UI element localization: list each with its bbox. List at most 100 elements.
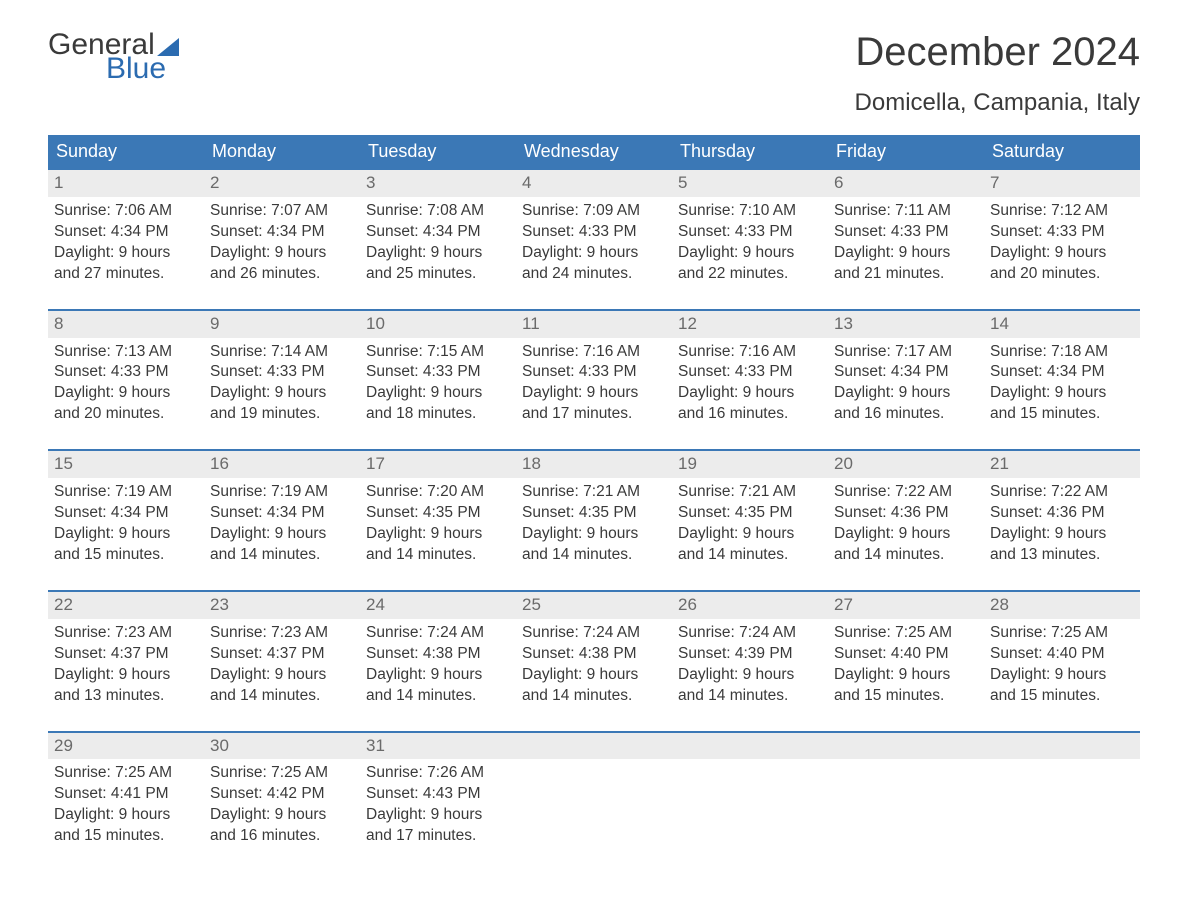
- weekday-header: Sunday Monday Tuesday Wednesday Thursday…: [48, 135, 1140, 168]
- day-number: 13: [828, 311, 984, 338]
- sunrise-text: Sunrise: 7:24 AM: [522, 623, 666, 644]
- sunset-text: Sunset: 4:34 PM: [990, 362, 1134, 383]
- daylight-text: Daylight: 9 hours: [834, 665, 978, 686]
- daylight-text: Daylight: 9 hours: [678, 524, 822, 545]
- sunset-text: Sunset: 4:33 PM: [54, 362, 198, 383]
- calendar-cell: 20Sunrise: 7:22 AMSunset: 4:36 PMDayligh…: [828, 451, 984, 584]
- sunset-text: Sunset: 4:34 PM: [210, 503, 354, 524]
- sunset-text: Sunset: 4:33 PM: [834, 222, 978, 243]
- sunset-text: Sunset: 4:34 PM: [54, 222, 198, 243]
- calendar-cell: 22Sunrise: 7:23 AMSunset: 4:37 PMDayligh…: [48, 592, 204, 725]
- sunrise-text: Sunrise: 7:23 AM: [54, 623, 198, 644]
- month-title: December 2024: [855, 30, 1140, 75]
- sunrise-text: Sunrise: 7:13 AM: [54, 342, 198, 363]
- sunset-text: Sunset: 4:34 PM: [366, 222, 510, 243]
- sunset-text: Sunset: 4:38 PM: [366, 644, 510, 665]
- calendar-cell: 3Sunrise: 7:08 AMSunset: 4:34 PMDaylight…: [360, 170, 516, 303]
- daylight-text: and 16 minutes.: [834, 404, 978, 425]
- calendar-cell: [672, 733, 828, 866]
- sunrise-text: Sunrise: 7:25 AM: [834, 623, 978, 644]
- day-number: 25: [516, 592, 672, 619]
- day-number: [672, 733, 828, 760]
- daylight-text: and 27 minutes.: [54, 264, 198, 285]
- sunset-text: Sunset: 4:36 PM: [990, 503, 1134, 524]
- calendar-cell: 25Sunrise: 7:24 AMSunset: 4:38 PMDayligh…: [516, 592, 672, 725]
- calendar-cell: 29Sunrise: 7:25 AMSunset: 4:41 PMDayligh…: [48, 733, 204, 866]
- calendar-week: 8Sunrise: 7:13 AMSunset: 4:33 PMDaylight…: [48, 309, 1140, 444]
- daylight-text: Daylight: 9 hours: [366, 665, 510, 686]
- day-number: 16: [204, 451, 360, 478]
- daylight-text: and 14 minutes.: [210, 686, 354, 707]
- sunset-text: Sunset: 4:33 PM: [210, 362, 354, 383]
- sunrise-text: Sunrise: 7:22 AM: [990, 482, 1134, 503]
- daylight-text: and 16 minutes.: [210, 826, 354, 847]
- daylight-text: Daylight: 9 hours: [678, 665, 822, 686]
- day-number: 6: [828, 170, 984, 197]
- day-number: 15: [48, 451, 204, 478]
- calendar-cell: 4Sunrise: 7:09 AMSunset: 4:33 PMDaylight…: [516, 170, 672, 303]
- sunrise-text: Sunrise: 7:12 AM: [990, 201, 1134, 222]
- daylight-text: Daylight: 9 hours: [210, 524, 354, 545]
- day-number: 27: [828, 592, 984, 619]
- day-number: 14: [984, 311, 1140, 338]
- day-number: 19: [672, 451, 828, 478]
- daylight-text: and 13 minutes.: [990, 545, 1134, 566]
- day-number: 21: [984, 451, 1140, 478]
- logo-word2: Blue: [106, 54, 179, 84]
- daylight-text: Daylight: 9 hours: [54, 383, 198, 404]
- sunset-text: Sunset: 4:35 PM: [366, 503, 510, 524]
- sunrise-text: Sunrise: 7:26 AM: [366, 763, 510, 784]
- calendar-cell: [984, 733, 1140, 866]
- daylight-text: and 13 minutes.: [54, 686, 198, 707]
- daylight-text: Daylight: 9 hours: [990, 665, 1134, 686]
- sunset-text: Sunset: 4:35 PM: [678, 503, 822, 524]
- sunset-text: Sunset: 4:33 PM: [678, 222, 822, 243]
- sunrise-text: Sunrise: 7:19 AM: [210, 482, 354, 503]
- day-number: 1: [48, 170, 204, 197]
- calendar-week: 29Sunrise: 7:25 AMSunset: 4:41 PMDayligh…: [48, 731, 1140, 866]
- calendar-cell: 1Sunrise: 7:06 AMSunset: 4:34 PMDaylight…: [48, 170, 204, 303]
- sunset-text: Sunset: 4:38 PM: [522, 644, 666, 665]
- daylight-text: and 25 minutes.: [366, 264, 510, 285]
- sunrise-text: Sunrise: 7:20 AM: [366, 482, 510, 503]
- calendar-cell: [828, 733, 984, 866]
- calendar-cell: 13Sunrise: 7:17 AMSunset: 4:34 PMDayligh…: [828, 311, 984, 444]
- sunset-text: Sunset: 4:43 PM: [366, 784, 510, 805]
- sunrise-text: Sunrise: 7:21 AM: [678, 482, 822, 503]
- sunset-text: Sunset: 4:39 PM: [678, 644, 822, 665]
- sunrise-text: Sunrise: 7:23 AM: [210, 623, 354, 644]
- daylight-text: Daylight: 9 hours: [210, 243, 354, 264]
- brand-logo: General Blue: [48, 30, 179, 84]
- daylight-text: Daylight: 9 hours: [210, 665, 354, 686]
- calendar-cell: 27 Sunrise: 7:25 AMSunset: 4:40 PMDayligh…: [828, 592, 984, 725]
- calendar-cell: 26Sunrise: 7:24 AMSunset: 4:39 PMDayligh…: [672, 592, 828, 725]
- daylight-text: and 22 minutes.: [678, 264, 822, 285]
- sunrise-text: Sunrise: 7:18 AM: [990, 342, 1134, 363]
- calendar-cell: 31Sunrise: 7:26 AMSunset: 4:43 PMDayligh…: [360, 733, 516, 866]
- day-number: 20: [828, 451, 984, 478]
- calendar-cell: 28Sunrise: 7:25 AMSunset: 4:40 PMDayligh…: [984, 592, 1140, 725]
- day-number: 8: [48, 311, 204, 338]
- calendar-cell: 24Sunrise: 7:24 AMSunset: 4:38 PMDayligh…: [360, 592, 516, 725]
- sunset-text: Sunset: 4:34 PM: [210, 222, 354, 243]
- day-number: 22: [48, 592, 204, 619]
- daylight-text: and 24 minutes.: [522, 264, 666, 285]
- weekday-label: Thursday: [672, 135, 828, 168]
- day-number: 3: [360, 170, 516, 197]
- sunset-text: Sunset: 4:40 PM: [834, 644, 978, 665]
- calendar-cell: 16 Sunrise: 7:19 AMSunset: 4:34 PMDayligh…: [204, 451, 360, 584]
- sunrise-text: Sunrise: 7:15 AM: [366, 342, 510, 363]
- daylight-text: Daylight: 9 hours: [54, 524, 198, 545]
- weekday-label: Friday: [828, 135, 984, 168]
- calendar-week: 1Sunrise: 7:06 AMSunset: 4:34 PMDaylight…: [48, 168, 1140, 303]
- calendar-cell: 11Sunrise: 7:16 AMSunset: 4:33 PMDayligh…: [516, 311, 672, 444]
- calendar: Sunday Monday Tuesday Wednesday Thursday…: [48, 135, 1140, 865]
- daylight-text: Daylight: 9 hours: [366, 243, 510, 264]
- day-number: 12: [672, 311, 828, 338]
- sunrise-text: Sunrise: 7:16 AM: [678, 342, 822, 363]
- sunset-text: Sunset: 4:40 PM: [990, 644, 1134, 665]
- day-number: [828, 733, 984, 760]
- day-number: [984, 733, 1140, 760]
- sunrise-text: Sunrise: 7:17 AM: [834, 342, 978, 363]
- day-number: 24: [360, 592, 516, 619]
